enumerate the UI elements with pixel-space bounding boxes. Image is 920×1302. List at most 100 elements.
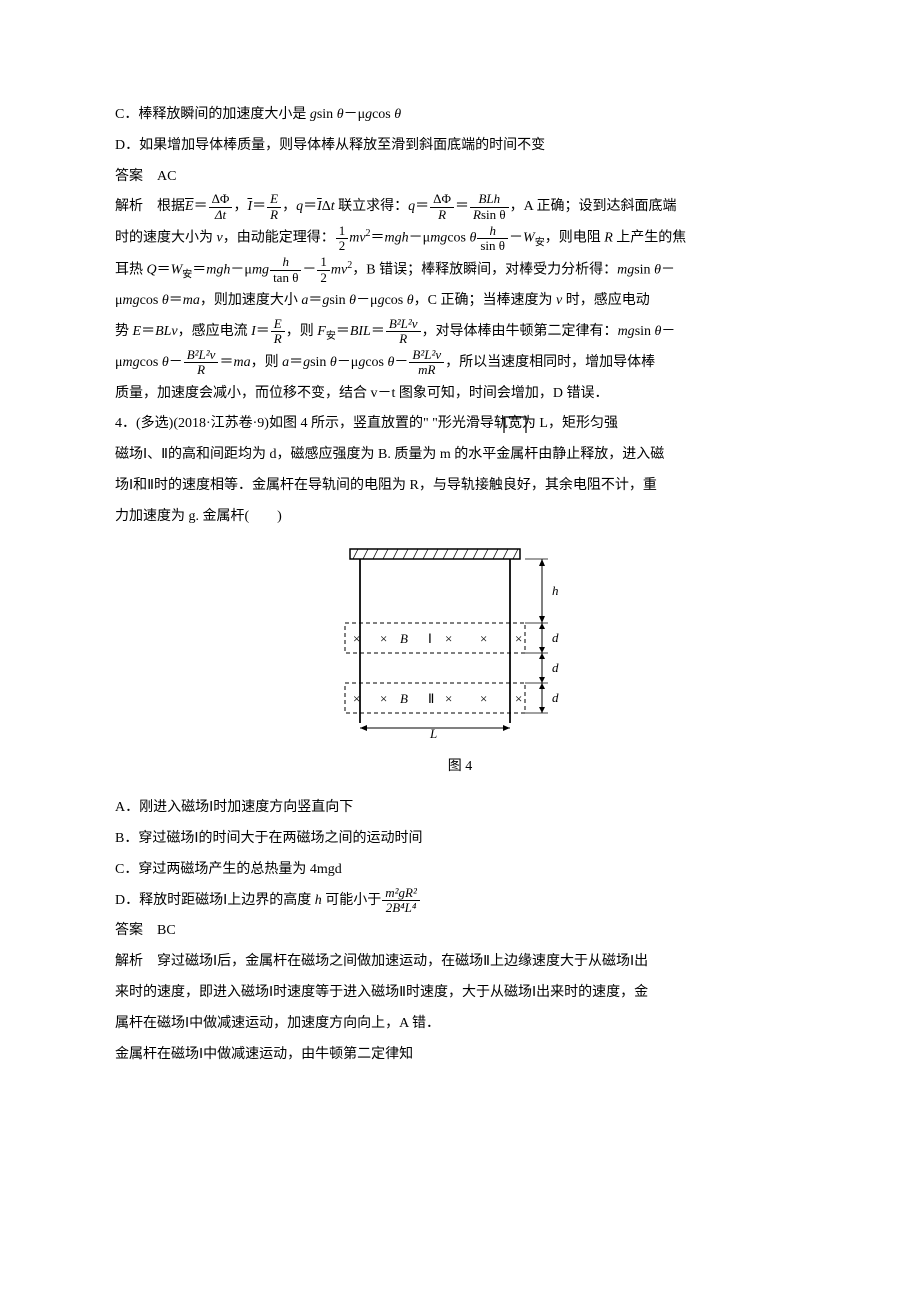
eq: ＝ [371, 231, 385, 246]
minus: － [661, 262, 675, 277]
text: 磁场Ⅰ、Ⅱ的高和间距均为 d，磁感应强度为 B. 质量为 m 的水平金属杆由静止… [115, 447, 664, 462]
text: ，对导体棒由牛顿第二定律有： [422, 324, 618, 339]
delta: Δ [322, 199, 331, 214]
mg: mg [618, 324, 635, 339]
text: ，则 [286, 324, 318, 339]
blv: BLv [155, 324, 178, 339]
document-page: C．棒释放瞬间的加速度大小是 gsin θ－μgcos θ D．如果增加导体棒质… [0, 0, 920, 1130]
mg: mg [123, 355, 140, 370]
mgh: mgh [385, 231, 409, 246]
frac-b2l2v-r: B²L²vR [184, 348, 219, 378]
frac-b2l2v-mr: B²L²vmR [409, 348, 444, 378]
text: D．释放时距磁场Ⅰ上边界的高度 [115, 893, 315, 908]
den: R [430, 208, 454, 222]
answer-1: 答案 AC [115, 162, 805, 193]
num: BLh [470, 192, 509, 207]
mv: mv [349, 231, 365, 246]
text: 4．(多选)(2018·江苏卷·9)如图 4 所示，竖直放置的" "形光滑导轨宽… [115, 416, 618, 431]
text: ，所以当速度相同时，增加导体棒 [445, 355, 655, 370]
explanation-1-line2: 时的速度大小为 v，由动能定理得：12mv2＝mgh－μmgcos θhsin … [115, 223, 805, 254]
frac-dphi-dt: ΔΦΔt [209, 192, 233, 222]
frac-h-sin: hsin θ [477, 224, 508, 254]
num: ΔΦ [430, 192, 454, 207]
svg-text:d: d [552, 630, 559, 645]
explanation-1-line3: 耳热 Q＝W安＝mgh－μmghtan θ－12mv2，B 错误；棒释放瞬间，对… [115, 255, 805, 286]
den: R [271, 332, 285, 346]
mg: mg [430, 231, 447, 246]
text: B．穿过磁场Ⅰ的时间大于在两磁场之间的运动时间 [115, 831, 422, 846]
var-r: R [473, 207, 481, 222]
text: A．刚进入磁场Ⅰ时加速度方向竖直向下 [115, 800, 353, 815]
svg-text:×: × [353, 631, 360, 646]
svg-text:d: d [552, 660, 559, 675]
text: 金属杆在磁场Ⅰ中做减速运动，由牛顿第二定律知 [115, 1047, 413, 1062]
eq: ＝ [169, 293, 183, 308]
num: B²L²v [386, 317, 421, 332]
theta: θ [330, 355, 337, 370]
sin: sin [310, 355, 330, 370]
option-b-q4: B．穿过磁场Ⅰ的时间大于在两磁场之间的运动时间 [115, 824, 805, 855]
sin-theta: sin θ [481, 207, 506, 222]
cos: cos [385, 293, 407, 308]
num: B²L²v [184, 348, 219, 363]
text: －μ [356, 293, 378, 308]
svg-text:×: × [380, 631, 387, 646]
text: －μ [344, 107, 366, 122]
explain-label: 解析 [115, 954, 157, 969]
explanation-2-line2: 来时的速度，即进入磁场Ⅰ时速度等于进入磁场Ⅱ时速度，大于从磁场Ⅰ出来时的速度，金 [115, 978, 805, 1009]
svg-text:×: × [353, 691, 360, 706]
text: ，感应电流 [178, 324, 252, 339]
var-q: Q [147, 262, 157, 277]
figure-4: × × × × × B Ⅰ × × × × × B Ⅱ L [115, 543, 805, 784]
svg-text:h: h [552, 583, 559, 598]
mgh: mgh [206, 262, 230, 277]
question-4-line3: 场Ⅰ和Ⅱ时的速度相等．金属杆在导轨间的电阻为 R，与导轨接触良好，其余电阻不计，… [115, 471, 805, 502]
theta: θ [407, 293, 414, 308]
var-theta: θ [394, 107, 401, 122]
theta: θ [469, 231, 476, 246]
question-4-line2: 磁场Ⅰ、Ⅱ的高和间距均为 d，磁感应强度为 B. 质量为 m 的水平金属杆由静止… [115, 440, 805, 471]
svg-text:×: × [380, 691, 387, 706]
sin: sin [635, 324, 655, 339]
num: m²gR² [382, 886, 420, 901]
eq: ＝ [455, 199, 469, 214]
svg-text:d: d [552, 690, 559, 705]
den: 2 [336, 239, 349, 253]
den: tan θ [270, 271, 301, 285]
num: B²L²v [409, 348, 444, 363]
text: ，C 正确；当棒速度为 [414, 293, 556, 308]
explanation-1-line1: 解析 根据E＝ΔΦΔt，I＝ER，q＝IΔt 联立求得：q＝ΔΦR＝BLhRsi… [115, 192, 805, 223]
text: ，A 正确；设到达斜面底端 [510, 199, 677, 214]
num: 1 [317, 255, 330, 270]
explanation-2-line1: 解析 穿过磁场Ⅰ后，金属杆在磁场之间做加速运动，在磁场Ⅱ上边缘速度大于从磁场Ⅰ出 [115, 947, 805, 978]
text: ， [282, 199, 296, 214]
explanation-1-line6: μmgcos θ－B²L²vR＝ma，则 a＝gsin θ－μgcos θ－B²… [115, 348, 805, 379]
answer-value: BC [157, 923, 176, 938]
var-g: g [378, 293, 385, 308]
bracket-icon [502, 415, 528, 435]
text: cos [372, 107, 394, 122]
text: －μ [337, 355, 359, 370]
text: sin [317, 107, 337, 122]
answer-value: AC [157, 169, 176, 184]
svg-text:L: L [429, 726, 437, 738]
minus: － [661, 324, 675, 339]
cos: cos [140, 293, 162, 308]
answer-2: 答案 BC [115, 916, 805, 947]
eq: ＝ [141, 324, 155, 339]
explain-label: 解析 根据 [115, 199, 185, 214]
text: －μ [230, 262, 252, 277]
explanation-1-line5: 势 E＝BLv，感应电流 I＝ER，则 F安＝BIL＝B²L²vR，对导体棒由牛… [115, 317, 805, 348]
text: ，B 错误；棒释放瞬间，对棒受力分析得： [352, 262, 617, 277]
text: 属杆在磁场Ⅰ中做减速运动，加速度方向向上，A 错． [115, 1016, 440, 1031]
var-f: F [317, 324, 326, 339]
mv: mv [331, 262, 347, 277]
num: E [267, 192, 281, 207]
explanation-1-line4: μmgcos θ＝ma，则加速度大小 a＝gsin θ－μgcos θ，C 正确… [115, 286, 805, 317]
eq: ＝ [194, 199, 208, 214]
den: 2B⁴L⁴ [382, 901, 420, 915]
svg-text:Ⅱ: Ⅱ [428, 691, 434, 706]
sub-an: 安 [535, 238, 545, 249]
mu: μ [115, 293, 123, 308]
eq: ＝ [415, 199, 429, 214]
